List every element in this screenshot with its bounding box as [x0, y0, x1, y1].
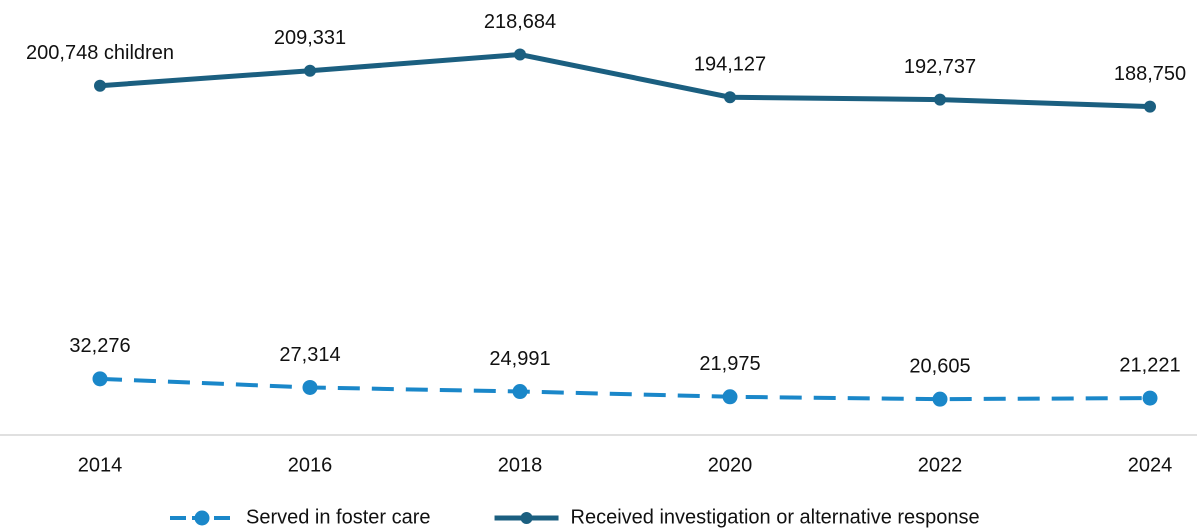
- data-point: [304, 64, 316, 77]
- data-label: 24,991: [489, 348, 550, 370]
- data-label: 27,314: [279, 344, 340, 366]
- data-point: [934, 93, 946, 106]
- data-point: [94, 79, 106, 92]
- series-line: [99, 51, 1151, 110]
- series-line: [99, 376, 1151, 402]
- data-point: [512, 384, 528, 400]
- data-point: [514, 48, 526, 61]
- data-label: 32,276: [69, 335, 130, 357]
- data-point: [724, 91, 736, 104]
- data-label: 192,737: [904, 56, 976, 78]
- data-point: [722, 389, 738, 405]
- data-label: 200,748 children: [26, 42, 174, 64]
- x-tick-label: 2018: [498, 454, 543, 476]
- x-tick-label: 2022: [918, 454, 963, 476]
- data-label: 209,331: [274, 27, 346, 49]
- legend-marker: [194, 510, 210, 526]
- data-label: 218,684: [484, 11, 556, 33]
- data-label: 20,605: [909, 355, 970, 377]
- data-point: [302, 379, 318, 395]
- data-label: 194,127: [694, 54, 766, 76]
- legend-label: Served in foster care: [246, 506, 431, 528]
- data-point: [92, 371, 108, 387]
- x-tick-label: 2024: [1128, 454, 1173, 476]
- legend-label: Received investigation or alternative re…: [571, 506, 980, 528]
- data-point: [932, 391, 948, 407]
- data-label: 188,750: [1114, 63, 1186, 85]
- legend-marker: [520, 512, 533, 524]
- data-label: 21,975: [699, 353, 760, 375]
- x-tick-label: 2020: [708, 454, 753, 476]
- data-label: 21,221: [1119, 354, 1180, 376]
- x-tick-label: 2016: [288, 454, 333, 476]
- x-tick-label: 2014: [78, 454, 123, 476]
- data-point: [1144, 100, 1156, 113]
- data-point: [1142, 390, 1158, 406]
